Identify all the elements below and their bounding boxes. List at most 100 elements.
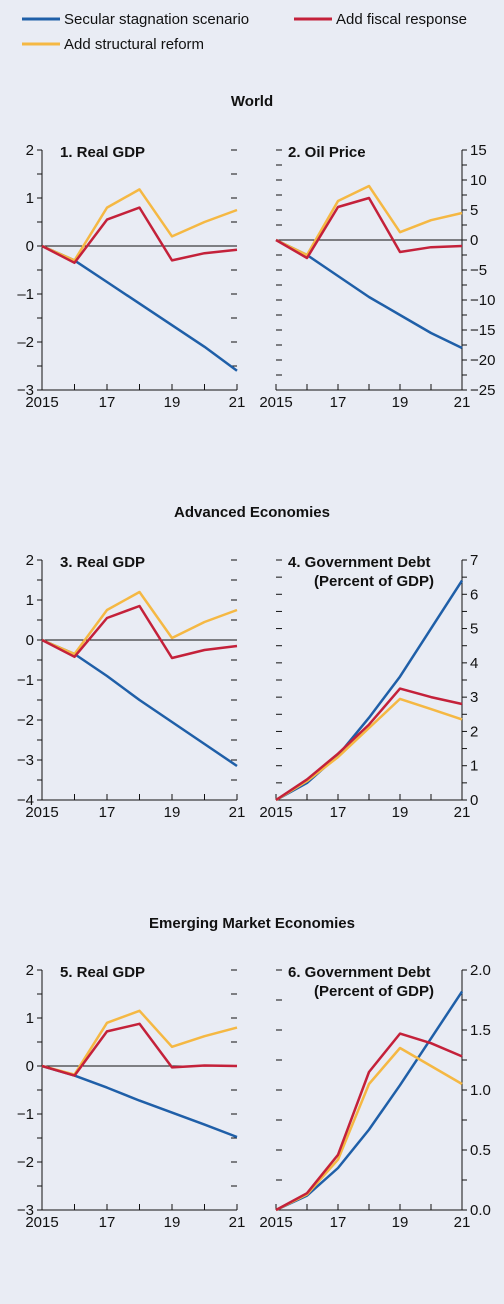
legend-label-secular: Secular stagnation scenario [64,11,249,28]
x-tick-label: 21 [229,804,246,821]
x-tick-label: 2015 [25,1214,58,1231]
series-line-structural [41,188,238,262]
x-tick-label: 17 [99,1214,116,1231]
panel-4: 2015 17 19 210 1 2 3 4 5 6 7 4. Government Debt (Per… [259,552,478,821]
y-tick-label: 2 [26,142,34,159]
y-tick-label: −2 [17,712,34,729]
y-tick-label: 15 [470,142,487,159]
x-tick-label: 21 [454,1214,471,1231]
y-tick-label: 0 [26,1058,34,1075]
series-line-fiscal [41,604,238,660]
y-tick-label: 0 [470,792,478,809]
x-tick-label: 17 [99,394,116,411]
x-tick-label: 2015 [25,804,58,821]
y-tick-label: –2 [17,334,34,351]
section-title-emerging: Emerging Market Economies [149,915,355,932]
x-tick-label: 19 [392,1214,409,1231]
panel-subtitle: (Percent of GDP) [314,573,434,590]
series-line-secular [41,1064,238,1139]
y-tick-label: 7 [470,552,478,569]
y-tick-label: 2 [470,723,478,740]
y-tick-label: 0 [26,238,34,255]
panel-title: 3. Real GDP [60,554,145,571]
x-tick-label: 2015 [25,394,58,411]
y-tick-label: 2 [26,962,34,979]
series-line-secular [275,990,464,1212]
series-line-structural [275,184,463,257]
x-tick-label: 21 [229,1214,246,1231]
y-tick-label: −2 [17,1154,34,1171]
y-tick-label: 0.0 [470,1202,491,1219]
x-tick-label: 17 [330,394,347,411]
x-tick-label: 21 [454,394,471,411]
series-line-secular [41,638,238,768]
x-tick-label: 19 [392,804,409,821]
series-line-fiscal [275,196,463,260]
y-tick-label: 4 [470,655,478,672]
x-tick-label: 2015 [259,394,292,411]
x-tick-label: 19 [392,394,409,411]
x-tick-label: 19 [164,394,181,411]
section-title-advanced: Advanced Economies [174,504,330,521]
x-tick-label: 2015 [259,804,292,821]
panel-title: 4. Government Debt [288,554,431,571]
y-tick-label: −5 [470,262,487,279]
y-tick-label: 1 [470,758,478,775]
series-line-structural [275,697,463,802]
legend-label-fiscal: Add fiscal response [336,11,467,28]
x-tick-label: 17 [330,804,347,821]
panel-title: 6. Government Debt [288,964,431,981]
y-tick-label: −15 [470,322,495,339]
section-title-world: World [231,93,273,110]
panel-title: 5. Real GDP [60,964,145,981]
y-tick-label: −20 [470,352,495,369]
y-tick-label: −3 [17,1202,34,1219]
y-tick-label: −1 [17,1106,34,1123]
y-tick-label: −25 [470,382,495,399]
y-tick-label: −1 [17,672,34,689]
y-tick-label: −4 [17,792,34,809]
y-tick-label: 1 [26,1010,34,1027]
x-tick-label: 19 [164,1214,181,1231]
y-tick-label: –1 [17,286,34,303]
y-tick-label: 2.0 [470,962,491,979]
series-line-fiscal [41,206,238,265]
y-tick-label: 3 [470,689,478,706]
panel-subtitle: (Percent of GDP) [314,983,434,1000]
series-line-secular [275,579,464,802]
y-tick-label: 6 [470,586,478,603]
y-tick-label: 0.5 [470,1142,491,1159]
y-tick-label: 0 [26,632,34,649]
panel-5: 2015 17 19 21 −3 −2 −1 0 1 2 5. Real GDP [17,962,245,1231]
y-tick-label: 5 [470,202,478,219]
series-line-secular [41,244,238,372]
panel-3: 2015 17 19 21 −4 −3 −2 −1 0 1 2 3. Real GDP [17,552,245,821]
series-line-fiscal [275,1032,463,1212]
x-tick-label: 21 [454,804,471,821]
panel-6: 2015 17 19 210.0 0.5 1.0 1.5 2.0 6. Government D… [259,962,491,1231]
panel-title: 2. Oil Price [288,144,366,161]
panel-title: 1. Real GDP [60,144,145,161]
x-tick-label: 17 [330,1214,347,1231]
x-tick-label: 2015 [259,1214,292,1231]
x-tick-label: 17 [99,804,116,821]
series-line-structural [41,590,238,656]
y-tick-label: 1.0 [470,1082,491,1099]
legend: Secular stagnation scenario Add fiscal r… [22,11,467,53]
series-line-fiscal [41,1022,238,1077]
y-tick-label: 2 [26,552,34,569]
y-tick-label: 1.5 [470,1022,491,1039]
series-line-fiscal [275,687,463,802]
y-tick-label: 0 [470,232,478,249]
y-tick-label: 1 [26,190,34,207]
panel-1: 2015 17 19 21 −3 –2 –1 0 1 2 1. Real GDP [17,142,245,411]
legend-label-structural: Add structural reform [64,36,204,53]
y-tick-label: −3 [17,382,34,399]
y-tick-label: −3 [17,752,34,769]
y-tick-label: 5 [470,621,478,638]
x-tick-label: 21 [229,394,246,411]
y-tick-label: 1 [26,592,34,609]
x-tick-label: 19 [164,804,181,821]
